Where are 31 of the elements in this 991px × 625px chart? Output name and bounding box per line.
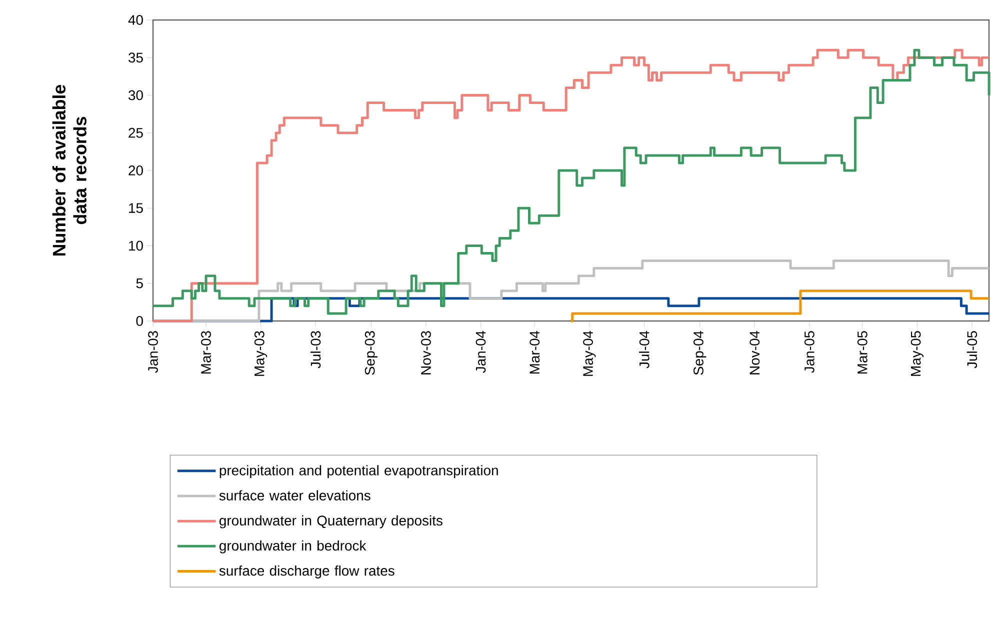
- x-tick-label: Nov-03: [421, 331, 431, 374]
- x-tick-label: Mar-04: [530, 330, 540, 374]
- y-tick-label: 15: [129, 203, 143, 213]
- x-tick-label: Mar-03: [201, 331, 211, 374]
- y-axis-title: Number of available data records: [52, 84, 86, 256]
- x-tick-label: Nov-04: [750, 330, 760, 374]
- x-tick-label: May-04: [583, 330, 596, 376]
- legend-label: surface discharge flow rates: [219, 565, 394, 578]
- x-tick-label: Jul-05: [966, 331, 978, 368]
- y-tick-label: 20: [128, 166, 143, 176]
- x-tick-label: Mar-05: [857, 331, 868, 374]
- x-tick-label: Jul-04: [639, 330, 650, 368]
- y-tick-label: 40: [128, 15, 143, 25]
- legend-label: groundwater in Quaternary deposits: [220, 515, 442, 528]
- y-tick-label: 35: [128, 52, 143, 63]
- y-tick-label: 30: [128, 90, 143, 100]
- x-tick-label: May-03: [254, 331, 268, 376]
- x-tick-label: Jan-05: [804, 331, 814, 373]
- x-tick-label: Jul-03: [310, 331, 321, 368]
- legend-label: precipitation and potential evapotranspiration: [220, 465, 498, 478]
- legend-label: surface water elevations: [219, 490, 370, 500]
- y-tick-label: 0: [136, 316, 143, 326]
- y-tick-label: 25: [128, 128, 143, 138]
- x-tick-label: Jan-04: [476, 330, 486, 373]
- y-tick-label: 10: [129, 240, 143, 251]
- legend-label: groundwater in bedrock: [220, 540, 366, 554]
- x-tick-label: Jan-03: [148, 331, 158, 373]
- x-tick-label: May-05: [910, 331, 924, 376]
- x-tick-label: Sep-03: [364, 331, 378, 375]
- y-tick-label: 5: [136, 278, 143, 288]
- x-tick-label: Sep-04: [694, 330, 706, 375]
